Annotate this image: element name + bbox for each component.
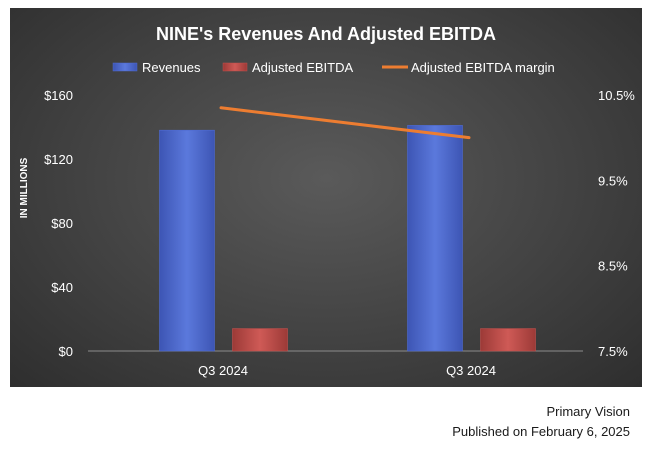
- y-tick-label: $160: [44, 88, 73, 103]
- adjusted-ebitda-bar: [480, 328, 536, 352]
- y-tick-label: $80: [51, 216, 73, 231]
- bars: [159, 125, 536, 352]
- y2-axis-ticks: 7.5% 8.5% 9.5% 10.5%: [598, 88, 635, 359]
- margin-line: [219, 106, 471, 140]
- y-axis-label: IN MILLIONS: [19, 157, 30, 218]
- y-tick-label: $0: [59, 344, 73, 359]
- y2-tick-label: 7.5%: [598, 344, 628, 359]
- margin-line-path: [219, 106, 471, 140]
- chart-panel: NINE's Revenues And Adjusted EBITDA Reve…: [10, 8, 642, 387]
- y-axis-ticks: $0 $40 $80 $120 $160: [44, 88, 73, 359]
- y2-tick-label: 8.5%: [598, 259, 628, 274]
- y-tick-label: $40: [51, 280, 73, 295]
- x-axis-ticks: Q3 2024 Q3 2024: [198, 363, 496, 378]
- legend-swatch-0: [112, 62, 138, 72]
- y2-tick-label: 9.5%: [598, 173, 628, 188]
- chart-canvas: NINE's Revenues And Adjusted EBITDA Reve…: [19, 24, 635, 378]
- x-tick-label: Q3 2024: [198, 363, 248, 378]
- revenues-bar: [159, 129, 215, 352]
- x-tick-label: Q3 2024: [446, 363, 496, 378]
- source-label: Primary Vision: [546, 404, 630, 419]
- published-date: Published on February 6, 2025: [452, 424, 630, 439]
- legend-label: Adjusted EBITDA: [252, 60, 353, 75]
- y-tick-label: $120: [44, 152, 73, 167]
- revenues-bar: [407, 125, 463, 352]
- legend-swatch-1: [222, 62, 248, 72]
- adjusted-ebitda-bar: [232, 328, 288, 352]
- legend-label: Adjusted EBITDA margin: [411, 60, 555, 75]
- y2-tick-label: 10.5%: [598, 88, 635, 103]
- legend-label: Revenues: [142, 60, 201, 75]
- chart-title: NINE's Revenues And Adjusted EBITDA: [156, 24, 496, 44]
- legend: Revenues Adjusted EBITDA Adjusted EBITDA m…: [112, 60, 555, 75]
